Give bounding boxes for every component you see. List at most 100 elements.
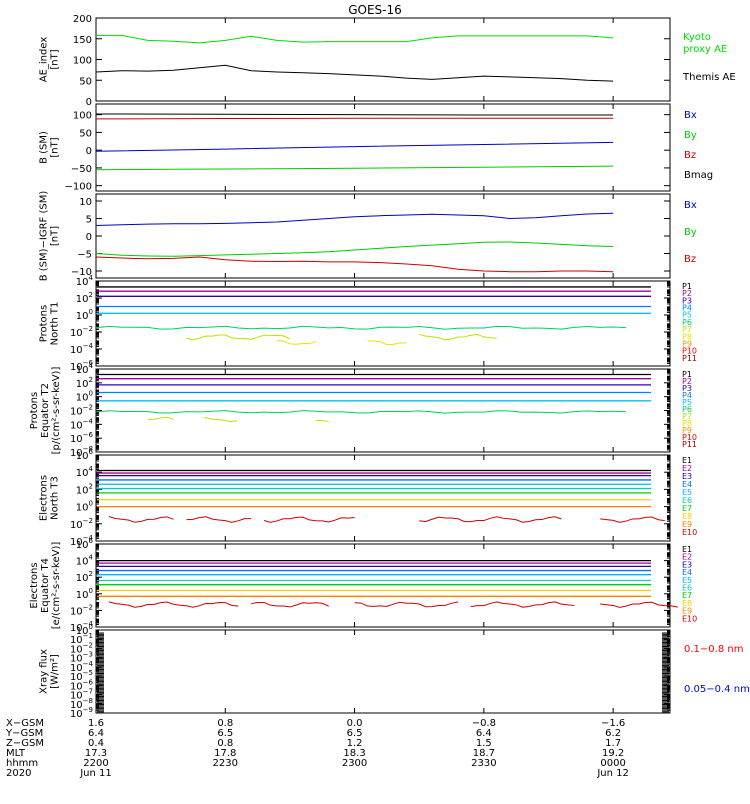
series-line-e10 [263, 516, 355, 523]
x-axis-value: 0.8 [217, 738, 233, 749]
legend-label: 0.1−0.8 nm [684, 644, 743, 655]
y-axis-title: AE_index [39, 37, 50, 83]
y-tick-label: −50 [71, 164, 92, 175]
series-line-e10 [108, 516, 174, 523]
y-tick-label: 100 [76, 500, 93, 514]
legend-label: E5 [682, 488, 692, 497]
y-axis-title: Xray flux [39, 649, 50, 694]
x-axis-row-label: Y−GSM [5, 728, 43, 739]
y-tick-label: 102 [76, 376, 93, 390]
x-axis-value: −0.8 [472, 718, 496, 729]
legend-label: Bz [684, 254, 696, 265]
legend-label: P3 [682, 296, 692, 305]
y-tick-label: 0 [86, 146, 92, 157]
legend-label: E6 [682, 584, 692, 593]
series-line-bx [95, 141, 614, 152]
legend-label: P4 [682, 304, 692, 313]
y-axis-title: Equator T2 [40, 383, 51, 438]
y-tick-label: 104 [76, 274, 94, 288]
plot-title: GOES-16 [348, 3, 402, 17]
legend-label: E4 [682, 568, 692, 577]
legend-label: P4 [682, 391, 692, 400]
legend-label: Bx [684, 200, 697, 211]
legend-label: E2 [682, 553, 692, 562]
y-tick-label: 104 [76, 362, 94, 376]
legend-label: E9 [682, 607, 692, 616]
y-axis-title: Protons [29, 392, 40, 429]
series-line-kyoto-proxy-ae [96, 34, 614, 44]
y-axis-title: [W/m²] [50, 654, 61, 689]
legend-label: P7 [682, 412, 692, 421]
legend-label: P2 [682, 377, 692, 386]
y-tick-label: 106 [76, 448, 94, 462]
panel-xray: 10−910−810−710−610−510−410−310−210−1100X… [39, 623, 750, 720]
x-axis-row-label: hhmm [6, 758, 38, 769]
x-axis-value: 2300 [342, 758, 367, 769]
legend-label: P11 [682, 440, 697, 449]
legend-label: P10 [682, 433, 697, 442]
panel-bigrf: −10 −5 0 5 10 B (SM)−IGRF (SM) [nT] Bx By Bz [39, 191, 697, 282]
legend-label: Themis AE [682, 72, 736, 83]
y-tick-label: 106 [76, 537, 94, 551]
y-axis-title: B (SM) [39, 131, 50, 164]
legend-label: By [684, 130, 697, 141]
legend-label: E2 [682, 464, 692, 473]
y-tick-label: 0 [86, 232, 92, 243]
y-tick-label: 0 [86, 97, 92, 108]
legend-label: Bz [684, 150, 696, 161]
series-line-p7 [147, 416, 174, 420]
legend-label: E1 [682, 545, 692, 554]
y-tick-label: 104 [76, 554, 94, 568]
x-axis-value: 0.8 [217, 718, 233, 729]
y-tick-label: 102 [76, 570, 93, 584]
x-axis-value: −1.6 [601, 718, 625, 729]
y-tick-label: 10−2 [70, 404, 93, 418]
legend-label: E3 [682, 560, 692, 569]
y-tick-label: 100 [73, 111, 92, 122]
series-line-e10 [600, 516, 665, 523]
y-tick-label: −10 [71, 267, 92, 278]
legend-label: Kyoto [683, 32, 711, 43]
series-line-p7 [204, 416, 237, 423]
y-axis-title: B (SM)−IGRF (SM) [39, 191, 50, 282]
series-line-p8 [367, 340, 407, 346]
x-axis-value: 6.4 [88, 728, 104, 739]
y-axis-title: [nT] [50, 49, 61, 69]
x-axis-row-label: X−GSM [6, 718, 44, 729]
series-line-p8 [276, 339, 316, 345]
legend-label: P10 [682, 347, 697, 356]
legend-label: P1 [682, 370, 692, 379]
legend-label: P5 [682, 398, 692, 407]
y-axis-title: Electrons [39, 475, 50, 521]
series-line-bz [95, 256, 614, 273]
y-axis-title: Protons [39, 305, 50, 342]
y-tick-label: 100 [76, 308, 93, 322]
x-axis-row-label: MLT [6, 748, 26, 759]
x-axis-value: 17.8 [214, 748, 236, 759]
series-line-e10 [186, 516, 252, 523]
x-axis-value: 18.7 [473, 748, 495, 759]
series-line-p6 [95, 410, 627, 414]
legend-label: P1 [682, 282, 692, 291]
series-line-bmag [95, 113, 614, 116]
legend-label: proxy AE [683, 44, 727, 55]
legend-label: E7 [682, 504, 692, 513]
y-tick-label: 50 [79, 128, 92, 139]
y-axis-title: [p/(cm²-s-sr-keV)] [51, 367, 62, 455]
series-line-e10 [470, 601, 575, 608]
x-axis-value: 19.2 [602, 748, 624, 759]
panel-frame [95, 193, 671, 279]
series-line-e10 [251, 601, 329, 608]
panel-frame [95, 629, 671, 714]
panel-frame [95, 543, 671, 628]
series-line-p6 [95, 325, 627, 330]
panel-bsm: −100 −50 0 50 100 B (SM) [nT] Bx By Bz Bmag [39, 103, 713, 193]
x-axis-value: 2230 [213, 758, 238, 769]
y-tick-label: 10−6 [70, 431, 94, 445]
legend-label: 0.05−0.4 nm [684, 684, 750, 695]
series-line-e10 [108, 601, 239, 608]
x-axis-value: 6.5 [347, 728, 363, 739]
